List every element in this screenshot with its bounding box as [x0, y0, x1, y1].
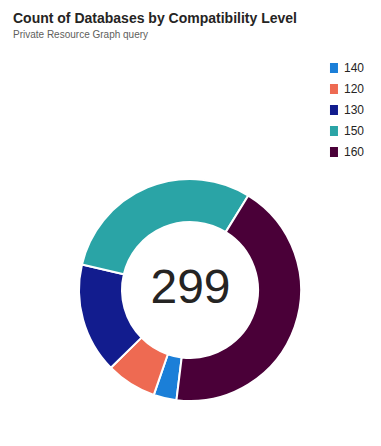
svg-text:140: 140 [344, 61, 364, 75]
svg-text:Count of Databases by Compatib: Count of Databases by Compatibility Leve… [13, 10, 297, 26]
svg-text:Private Resource Graph query: Private Resource Graph query [13, 29, 148, 40]
svg-text:120: 120 [344, 82, 364, 96]
svg-text:130: 130 [344, 103, 364, 117]
svg-text:150: 150 [344, 124, 364, 138]
svg-text:160: 160 [344, 145, 364, 159]
svg-text:299: 299 [150, 260, 230, 313]
